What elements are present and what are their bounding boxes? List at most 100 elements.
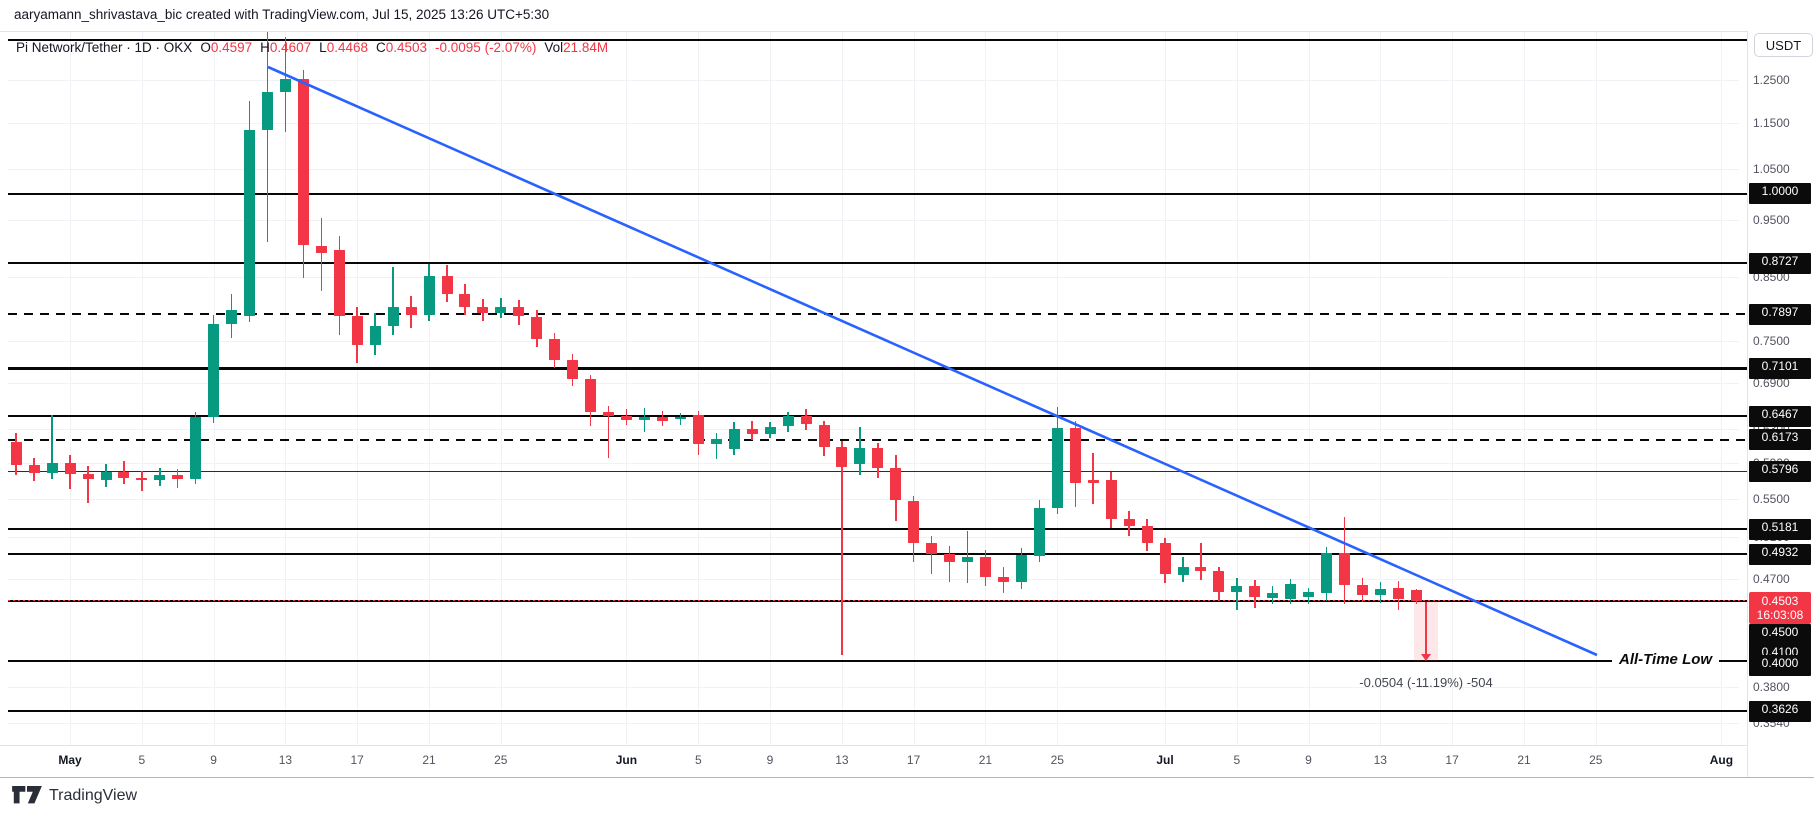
candle [728, 428, 740, 450]
candle [1105, 479, 1117, 519]
chart-canvas[interactable]: -0.0504 (-11.19%) -504 All-Time Low [0, 31, 1747, 745]
candle [297, 79, 309, 245]
ohlc-l-value: 0.4468 [326, 40, 368, 55]
price-level-badge: 0.6173 [1749, 429, 1811, 451]
price-level-badge: 0.4500 [1749, 623, 1811, 645]
grid-line-vertical [429, 31, 430, 745]
candle [836, 446, 848, 468]
candle [441, 275, 453, 294]
candle [818, 424, 830, 447]
ohlc-o-value: 0.4597 [210, 40, 253, 55]
candle [1213, 571, 1225, 592]
candle [603, 411, 615, 416]
price-level-badge: 0.8727 [1749, 252, 1811, 274]
candle [944, 554, 956, 562]
candle-wick [266, 32, 269, 242]
price-level-line[interactable] [8, 261, 1747, 265]
price-tick-label: 0.7500 [1753, 333, 1790, 348]
time-tick-label: 17 [906, 753, 921, 767]
volume: Vol21.84M [544, 40, 609, 55]
price-tick-label: 1.1500 [1753, 115, 1790, 130]
candle [1410, 590, 1422, 601]
candle [908, 500, 920, 544]
price-level-line[interactable] [8, 414, 1747, 418]
candle [1015, 555, 1027, 582]
candle [746, 428, 758, 435]
candle [1051, 427, 1063, 508]
price-level-badge: 0.4100 [1749, 643, 1811, 657]
grid-line-horizontal [8, 578, 1739, 580]
candle-wick [51, 415, 53, 479]
measure-tool-arrowhead [1421, 654, 1431, 661]
price-level-line[interactable] [8, 552, 1747, 556]
candle [1195, 567, 1207, 572]
price-level-badge: 0.7897 [1749, 303, 1811, 325]
candle [10, 441, 22, 465]
candle [1159, 543, 1171, 575]
time-tick-label: 5 [694, 753, 702, 767]
chart-top-border [0, 31, 1814, 32]
grid-line-horizontal [8, 340, 1739, 342]
price-tick-label: 0.6900 [1753, 376, 1790, 390]
currency-toggle-button[interactable]: USDT [1754, 33, 1813, 57]
price-axis-separator [1747, 31, 1748, 777]
price-level-line[interactable] [8, 438, 1747, 442]
current-price-line[interactable] [8, 599, 1747, 602]
candle [333, 250, 345, 316]
candle-wick [948, 546, 951, 582]
price-level-line[interactable] [8, 659, 1747, 663]
candle [782, 415, 794, 427]
measure-tool-label: -0.0504 (-11.19%) -504 [1359, 675, 1493, 690]
price-level-line[interactable] [8, 312, 1747, 316]
symbol-title: Pi Network/Tether · 1D · OKX [16, 40, 193, 55]
candle [998, 576, 1009, 582]
grid-line-horizontal [8, 276, 1739, 278]
time-tick-label: 9 [210, 753, 217, 767]
price-axis[interactable]: 1.2500 1.1500 1.0500 0.9500 0.8500 0.7500 0.69… [1748, 31, 1814, 777]
candle [1177, 567, 1189, 575]
grid-line-horizontal [8, 687, 1739, 689]
candle [1392, 587, 1404, 599]
price-tick-label: 1.2500 [1753, 73, 1790, 87]
grid-line-vertical [1057, 31, 1059, 745]
candle [854, 448, 866, 465]
candle [1249, 586, 1261, 598]
grid-line-vertical [1524, 31, 1525, 745]
price-tick-label: 0.9500 [1753, 213, 1790, 227]
candle [656, 416, 668, 421]
candle [567, 359, 579, 380]
chart-bottom-border [0, 777, 1814, 778]
candle [890, 468, 902, 501]
candle [674, 417, 686, 419]
candle [872, 448, 884, 468]
candle [1267, 593, 1279, 598]
price-change: -0.0095 (-2.07%) [435, 40, 537, 55]
grid-line-vertical [1236, 31, 1238, 745]
price-level-line[interactable] [8, 38, 1747, 42]
grid-line-vertical [500, 31, 502, 745]
candle [1231, 586, 1243, 592]
grid-line-vertical [1308, 31, 1310, 745]
price-level-line[interactable] [8, 367, 1747, 370]
time-tick-label: 21 [1517, 753, 1531, 767]
time-tick-label: 21 [422, 753, 436, 767]
candle [208, 323, 220, 418]
tradingview-logo[interactable]: TradingView [12, 786, 137, 805]
candle-wick [930, 536, 933, 575]
time-tick-month-label: Jun [615, 753, 638, 767]
volume-value: 21.84M [563, 40, 609, 55]
price-level-line[interactable] [8, 709, 1747, 713]
candle-wick [141, 470, 143, 492]
ohlc-c-value: 0.4503 [385, 40, 428, 55]
time-tick-label: 17 [350, 753, 364, 767]
candle [226, 310, 238, 324]
symbol-header[interactable]: Pi Network/Tether · 1D · OKX O0.4597 H0.46… [16, 40, 608, 55]
candle [136, 477, 148, 481]
price-level-line[interactable] [8, 192, 1747, 196]
time-axis[interactable]: May 5 9 13 17 21 25 Jun 5 9 13 17 21 25 Jul 5 9 13 17 21 25 A… [0, 746, 1747, 777]
grid-line-vertical [285, 31, 287, 745]
measure-tool-arrow-line [1425, 601, 1427, 655]
candle [710, 439, 722, 445]
price-level-line[interactable] [8, 527, 1747, 531]
time-tick-label: 17 [1445, 753, 1459, 767]
